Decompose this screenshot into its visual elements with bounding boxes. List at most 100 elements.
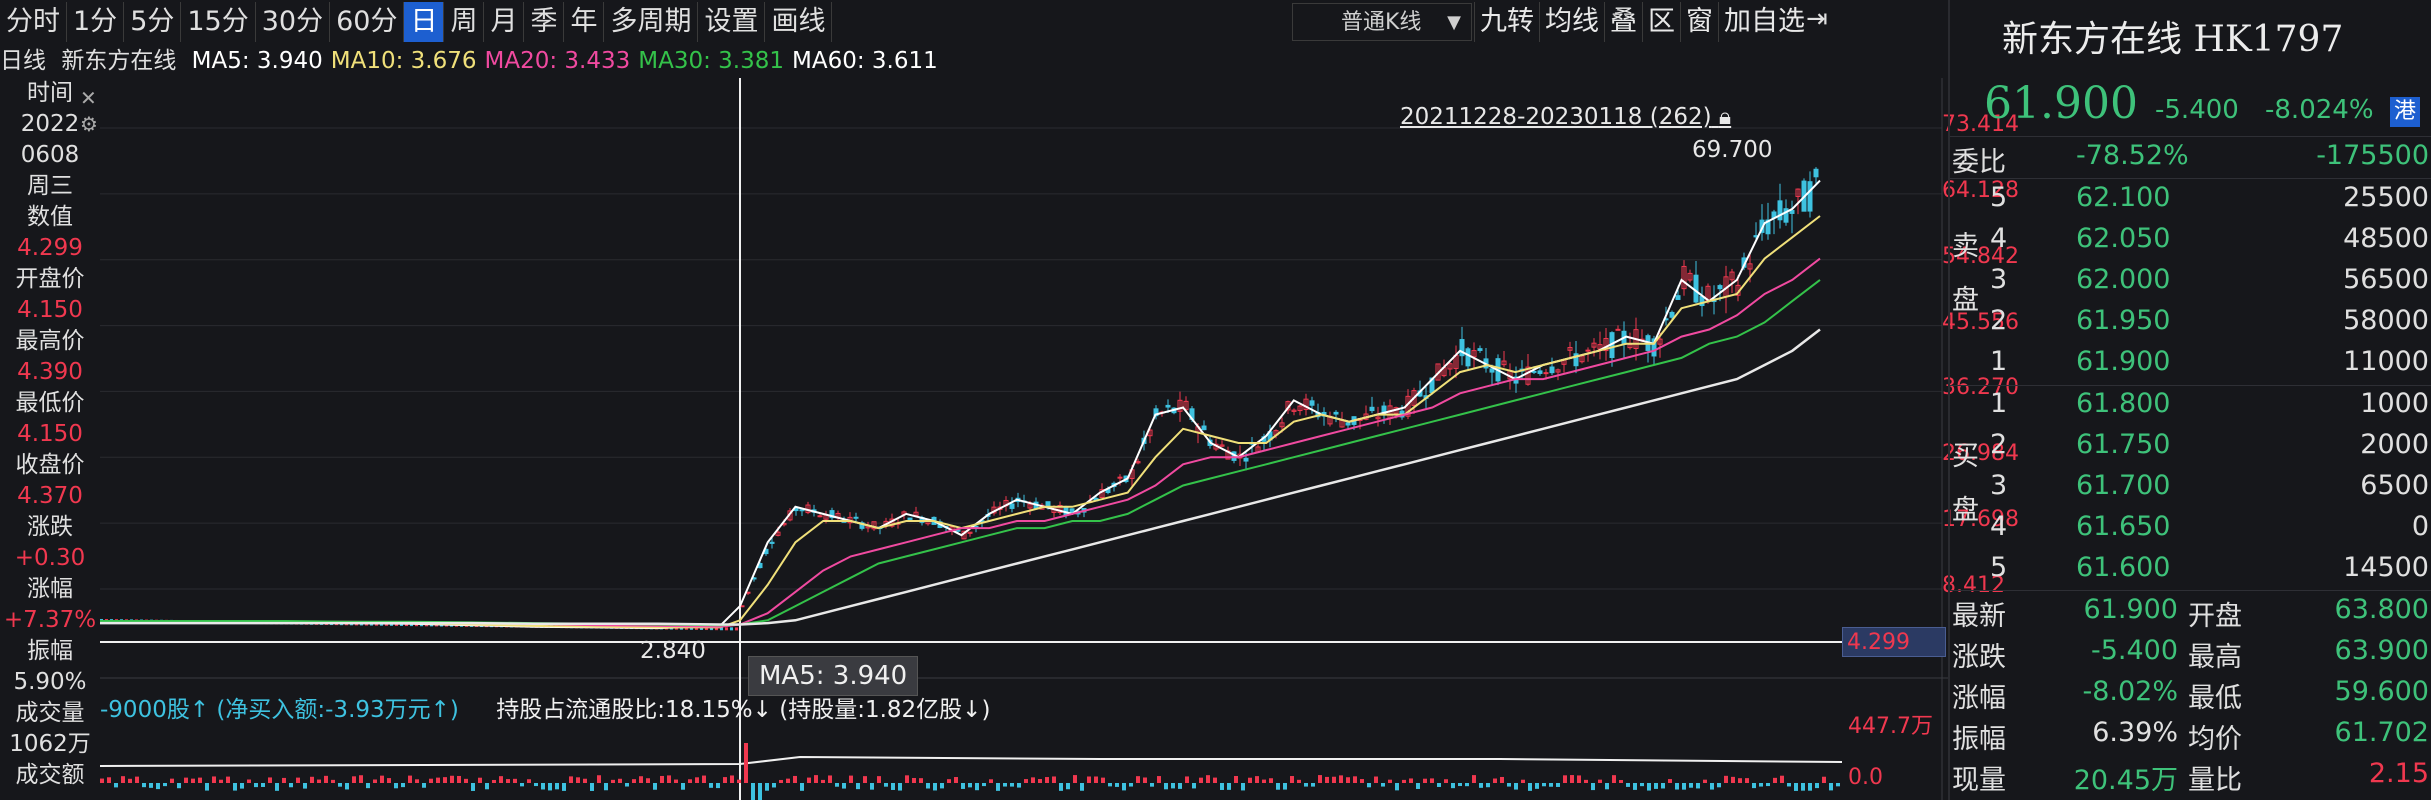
ask-price[interactable]: 62.000: [2076, 264, 2171, 295]
tab-7[interactable]: 周: [444, 2, 485, 42]
bid-price[interactable]: 61.800: [2076, 388, 2171, 419]
info-row: 1062万: [9, 731, 91, 757]
info-row: 涨幅: [27, 576, 73, 602]
gear-icon[interactable]: ⚙: [80, 112, 98, 136]
tab-2[interactable]: 5分: [124, 2, 182, 42]
stat-value: 59.600: [2334, 676, 2429, 707]
tab-8[interactable]: 月: [484, 2, 525, 42]
volume-bar: [1808, 783, 1812, 791]
tab-11[interactable]: 多周期: [604, 2, 699, 42]
kline-chart[interactable]: [100, 78, 1948, 800]
tool-5[interactable]: 加自选: [1718, 2, 1810, 42]
volume-bar: [1773, 777, 1777, 783]
tool-2[interactable]: 叠: [1604, 2, 1642, 42]
volume-bar: [1717, 783, 1721, 788]
candle-body: [775, 531, 781, 536]
volume-bar: [485, 783, 489, 790]
volume-bar: [1381, 783, 1385, 787]
volume-bar: [1227, 783, 1231, 790]
info-row: 4.299: [17, 235, 83, 261]
volume-bar: [821, 779, 825, 783]
ask-price[interactable]: 62.100: [2076, 182, 2171, 213]
candle-body: [907, 517, 913, 521]
candle-body: [1303, 398, 1309, 410]
close-icon[interactable]: ✕: [80, 86, 97, 110]
volume-bar: [240, 783, 244, 789]
volume-bar: [807, 777, 811, 783]
volume-bar: [933, 783, 937, 791]
volume-bar: [947, 779, 951, 783]
ask-volume: 56500: [2343, 264, 2429, 295]
bid-price[interactable]: 61.750: [2076, 429, 2171, 460]
tool-0[interactable]: 九转: [1474, 2, 1539, 42]
volume-bar: [793, 775, 797, 783]
volume-bar: [268, 777, 272, 783]
stat-label: 现量: [1952, 765, 2006, 796]
volume-bar: [982, 783, 986, 787]
candle-body: [1603, 337, 1609, 352]
weibi-pct: -78.52%: [2076, 140, 2189, 171]
volume-bar: [506, 779, 510, 783]
period-toolbar: 分时 1分 5分 15分 30分 60分日周月季年多周期 设置 画线: [0, 0, 1944, 44]
tab-0[interactable]: 分时: [0, 2, 67, 42]
volume-bar: [345, 783, 349, 790]
crosshair-price-tag: 4.299: [1842, 627, 1946, 657]
volume-bar: [1724, 775, 1728, 783]
bid-price[interactable]: 61.650: [2076, 511, 2171, 542]
volume-bar: [1003, 783, 1007, 787]
weibi-value: -175500: [2316, 140, 2429, 171]
tab-9[interactable]: 季: [524, 2, 565, 42]
tab-6[interactable]: 日: [404, 2, 445, 42]
info-row: 开盘价: [15, 266, 85, 292]
candle-body: [1501, 360, 1507, 366]
volume-bar: [835, 783, 839, 787]
volume-bar: [541, 783, 545, 790]
y-tick-label: 26.984: [1942, 441, 2019, 467]
kline-type-select[interactable]: 普通K线 ▼: [1292, 3, 1472, 41]
ask-price[interactable]: 62.050: [2076, 223, 2171, 254]
volume-bar: [331, 779, 335, 783]
candle-body: [1675, 295, 1681, 300]
ask-price[interactable]: 61.950: [2076, 305, 2171, 336]
weibi-label: 委比: [1952, 147, 2006, 178]
volume-bar: [1745, 778, 1749, 783]
tab-12[interactable]: 设置: [698, 2, 766, 42]
bid-price[interactable]: 61.600: [2076, 552, 2171, 583]
volume-bar: [891, 783, 895, 790]
range-label[interactable]: 20211228-20230118 (262) 🔒︎: [1400, 104, 1731, 130]
volume-bar: [1304, 783, 1308, 787]
volume-bar: [1731, 776, 1735, 783]
tab-3[interactable]: 15分: [181, 2, 256, 42]
tab-10[interactable]: 年: [564, 2, 605, 42]
vol-axis-max: 447.7万: [1848, 714, 1933, 739]
volume-bar: [1290, 776, 1294, 783]
volume-bar: [1626, 783, 1630, 787]
volume-bar: [1318, 775, 1322, 783]
volume-bar: [1353, 776, 1357, 783]
bid-price[interactable]: 61.700: [2076, 470, 2171, 501]
tool-3[interactable]: 区: [1642, 2, 1680, 42]
price-change-pct: -8.024%: [2265, 95, 2374, 125]
tab-13[interactable]: 画线: [765, 2, 833, 42]
volume-bar: [1423, 778, 1427, 783]
volume-bar: [135, 776, 139, 783]
stat-label: 最高: [2188, 642, 2242, 673]
tab-1[interactable]: 1分: [67, 2, 125, 42]
volume-bar: [184, 777, 188, 783]
volume-bar: [1689, 783, 1693, 788]
tool-1[interactable]: 均线: [1539, 2, 1604, 42]
fullscreen-icon[interactable]: ⇥: [1806, 4, 1828, 34]
volume-bar: [254, 783, 258, 788]
volume-bar: [478, 777, 482, 783]
volume-bar: [1157, 776, 1161, 783]
ma-legend-item: MA10: 3.676: [330, 48, 477, 74]
candle-body: [710, 627, 713, 631]
candle-body: [1585, 349, 1591, 352]
tool-4[interactable]: 窗: [1680, 2, 1718, 42]
volume-bar: [1528, 783, 1532, 791]
tab-5[interactable]: 60分: [330, 2, 405, 42]
volume-bar: [170, 778, 174, 783]
volume-bar: [758, 783, 762, 800]
ask-price[interactable]: 61.900: [2076, 346, 2171, 377]
tab-4[interactable]: 30分: [256, 2, 331, 42]
